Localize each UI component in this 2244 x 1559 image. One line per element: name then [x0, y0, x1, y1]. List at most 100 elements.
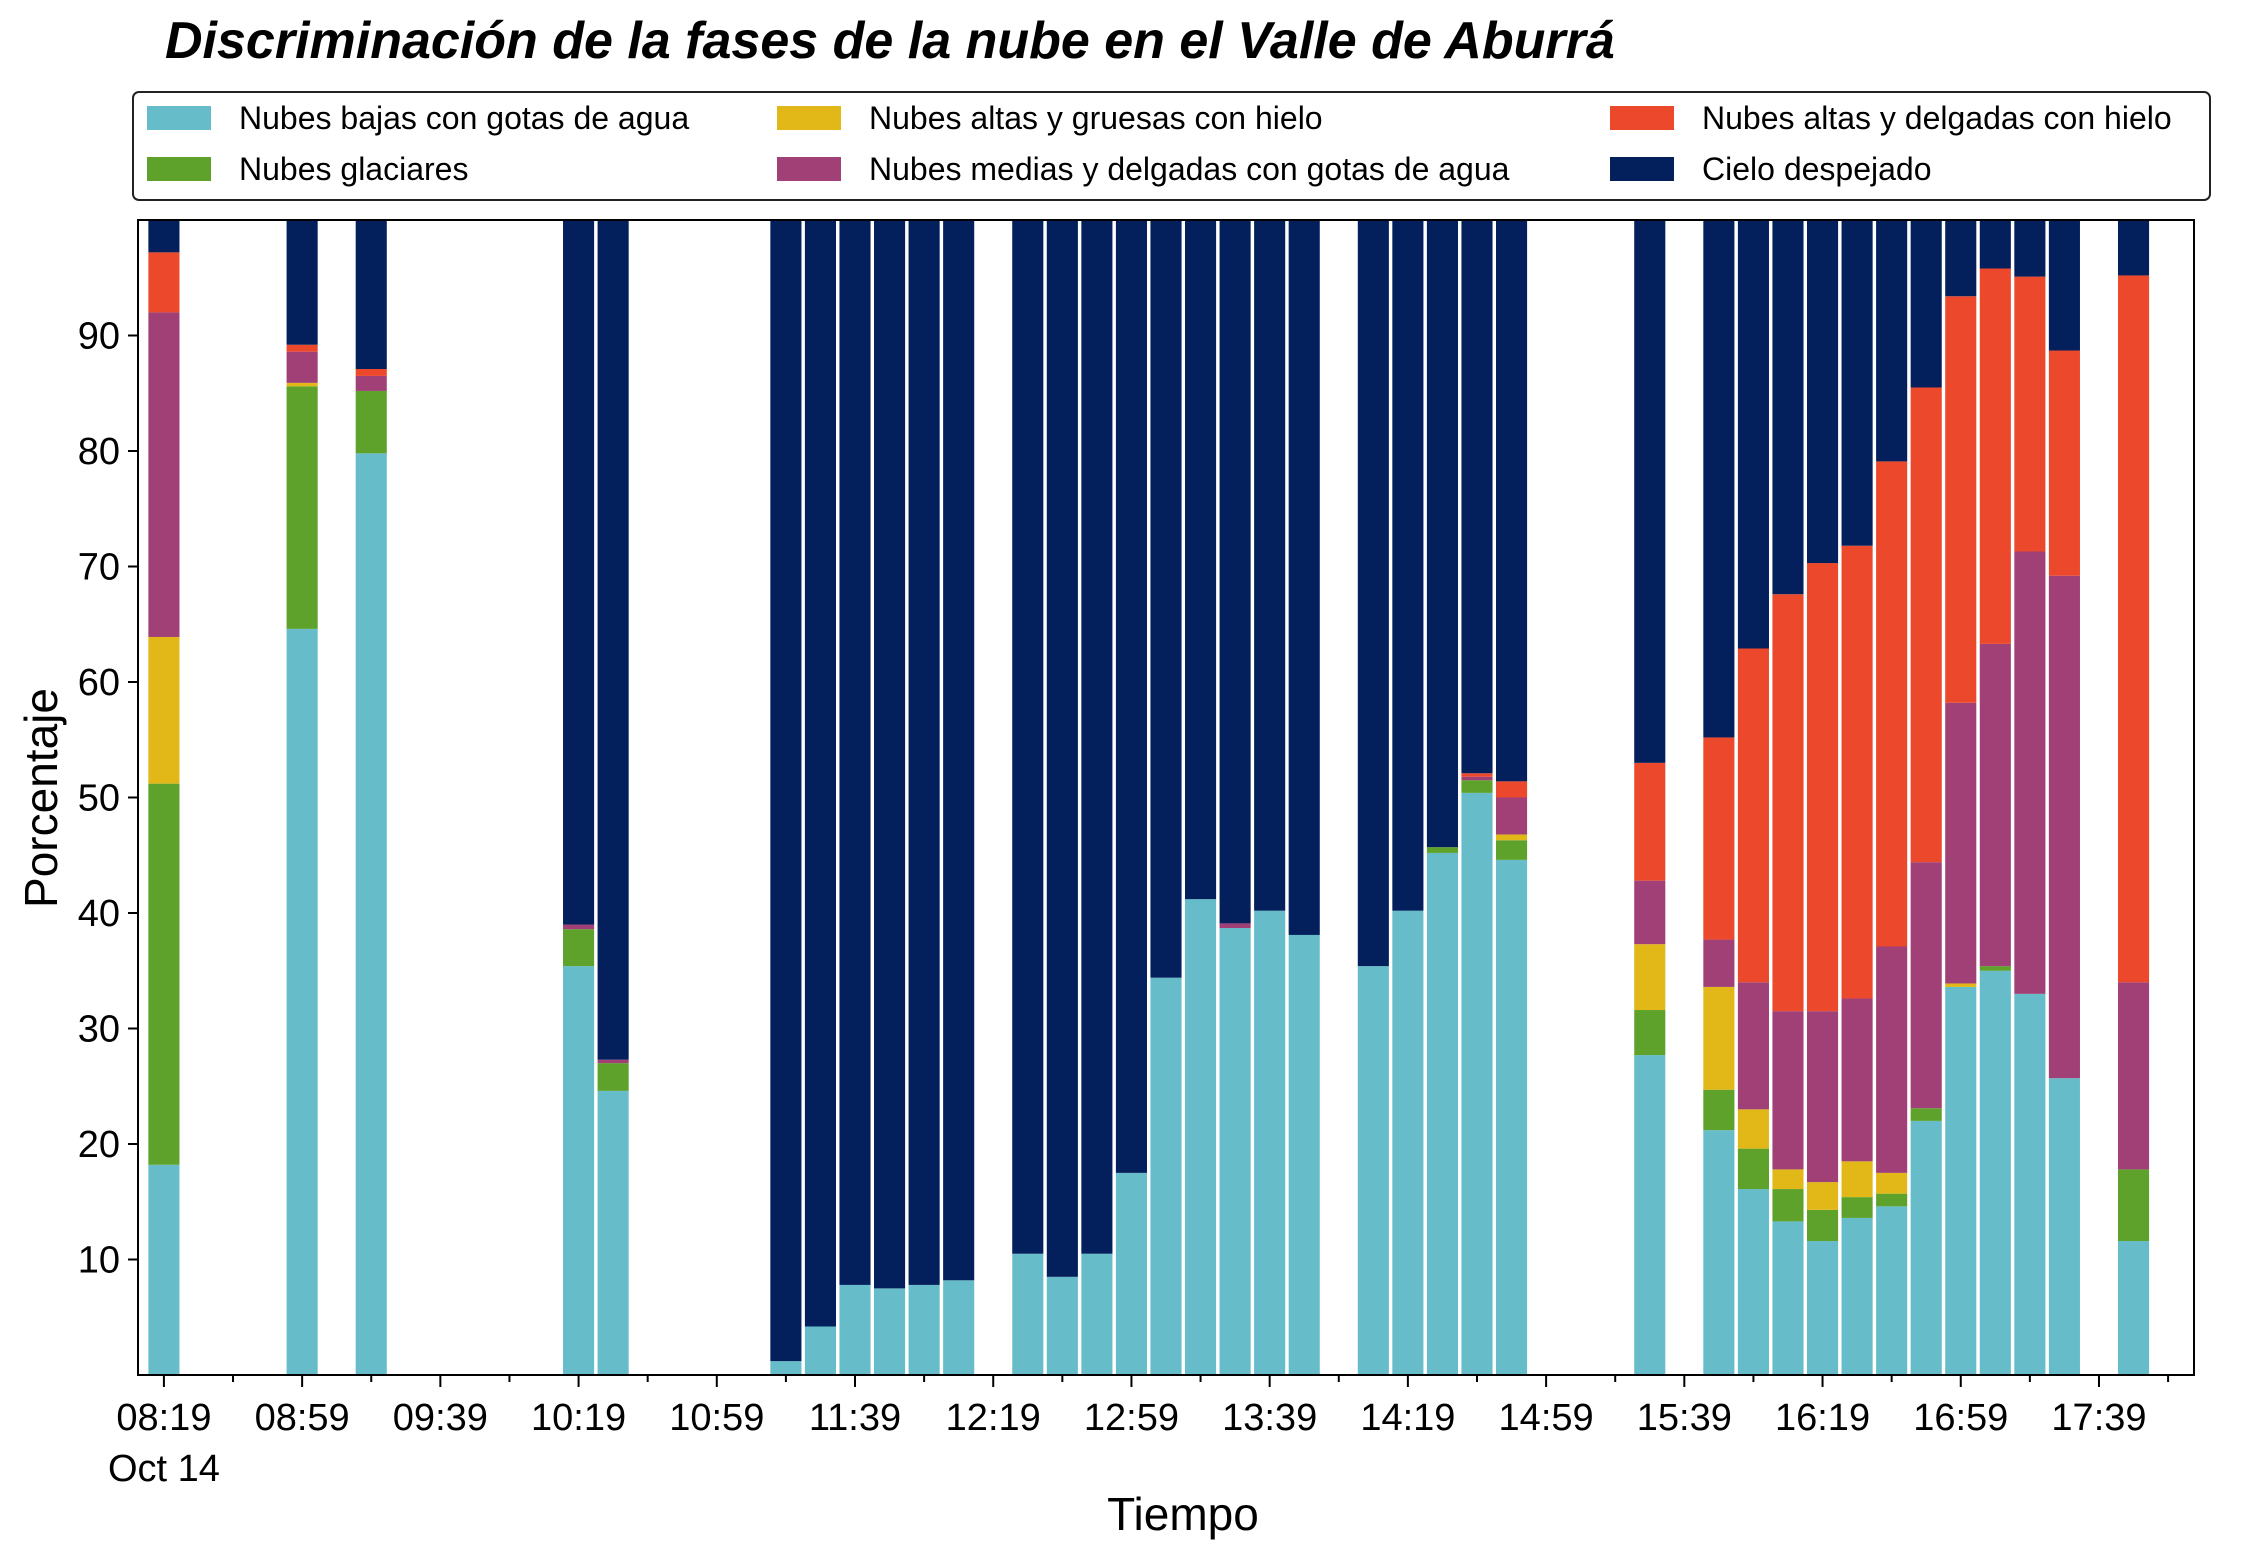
bar-segment-2-43	[1634, 944, 1666, 1011]
legend-label: Nubes altas y gruesas con hielo	[869, 100, 1323, 136]
bar-segment-5-43	[1634, 220, 1666, 763]
bar-segment-3-52	[1945, 702, 1977, 984]
bar-segment-0-31	[1219, 928, 1251, 1375]
bar-segment-0-46	[1737, 1189, 1769, 1375]
bar-segment-5-38	[1461, 220, 1493, 774]
x-tick-label: 16:59	[1913, 1397, 2008, 1439]
bar-segment-1-50	[1876, 1193, 1908, 1207]
bar-segment-0-19	[804, 1326, 836, 1375]
legend-label: Nubes bajas con gotas de agua	[239, 100, 689, 136]
x-tick-label: 10:59	[669, 1397, 764, 1439]
bar-segment-5-50	[1876, 220, 1908, 462]
bar-segment-0-30	[1185, 899, 1217, 1375]
bar-segment-1-37	[1426, 847, 1458, 853]
legend: Nubes bajas con gotas de agua Nubes glaci…	[132, 91, 2211, 201]
bar-segment-3-31	[1219, 923, 1251, 929]
y-tick-label: 80	[78, 431, 120, 473]
y-tick-label: 70	[78, 547, 120, 589]
bar-segment-0-45	[1703, 1130, 1735, 1375]
legend-label: Cielo despejado	[1702, 151, 1932, 187]
legend-swatch	[777, 157, 841, 181]
bar-segment-3-46	[1737, 982, 1769, 1110]
bar-segment-5-22	[908, 220, 940, 1285]
bar-segment-5-23	[943, 220, 975, 1281]
bar-segment-5-54	[2014, 220, 2046, 277]
bar-segment-0-37	[1426, 852, 1458, 1375]
bar-segment-5-20	[839, 220, 871, 1285]
bar-segment-0-47	[1772, 1221, 1804, 1375]
bar-segment-5-39	[1496, 220, 1528, 782]
bar-segment-5-30	[1185, 220, 1217, 900]
bar-segment-5-13	[597, 220, 629, 1060]
bar-segment-5-36	[1392, 220, 1424, 911]
bar-segment-1-39	[1496, 840, 1528, 860]
x-tick-label: 15:39	[1637, 1397, 1732, 1439]
bar-segment-1-48	[1806, 1209, 1839, 1242]
x-tick-label: 10:19	[531, 1397, 626, 1439]
bar-segment-1-57	[2117, 1169, 2150, 1242]
bar-segment-0-53	[1979, 970, 2011, 1375]
bar-segment-0-27	[1081, 1253, 1113, 1375]
bar-segment-4-46	[1737, 648, 1769, 983]
bar-segment-3-43	[1634, 880, 1666, 945]
bar-segment-0-29	[1150, 977, 1182, 1375]
bar-segment-0-28	[1115, 1172, 1147, 1376]
bar-segment-3-48	[1806, 1011, 1839, 1183]
x-tick-label: 12:59	[1084, 1397, 1179, 1439]
legend-label: Nubes altas y delgadas con hielo	[1702, 100, 2172, 136]
bar-segment-5-19	[804, 220, 836, 1327]
y-axis: 10 20 30 40 50 60 70 80 90	[78, 316, 138, 1282]
bar-segment-0-18	[770, 1361, 802, 1375]
bar-segment-4-52	[1945, 296, 1977, 703]
bar-segment-0-49	[1841, 1217, 1873, 1375]
bar-segment-3-0	[148, 312, 180, 637]
bar-segment-0-20	[839, 1284, 871, 1375]
bar-segment-3-45	[1703, 939, 1735, 987]
bar-segment-5-55	[2048, 220, 2080, 351]
bar-segment-2-4	[286, 382, 318, 387]
bar-segment-5-4	[286, 220, 318, 345]
x-tick-label: 08:19	[116, 1397, 211, 1439]
bar-segment-4-54	[2014, 276, 2046, 552]
bar-segment-4-51	[1910, 387, 1942, 863]
bar-segment-4-49	[1841, 545, 1873, 999]
x-date-label: Oct 14	[108, 1448, 220, 1490]
bar-segment-0-23	[943, 1280, 975, 1375]
bar-segment-0-52	[1945, 986, 1977, 1375]
bar-segment-2-49	[1841, 1161, 1873, 1198]
bar-segment-5-27	[1081, 220, 1113, 1254]
bar-segment-3-57	[2117, 982, 2150, 1170]
bar-segment-5-45	[1703, 220, 1735, 738]
bar-segment-0-25	[1012, 1253, 1044, 1375]
bar-segment-3-53	[1979, 643, 2011, 967]
y-tick-label: 60	[78, 662, 120, 704]
bar-segment-3-50	[1876, 946, 1908, 1173]
bar-segment-1-0	[148, 783, 180, 1165]
plot-area: 10 20 30 40 50 60 70 80 90 08:19 08:59 09:39 10:19 1…	[78, 219, 2195, 1490]
x-tick-label: 09:39	[393, 1397, 488, 1439]
legend-swatch	[777, 106, 841, 130]
x-axis-label: Tiempo	[1107, 1488, 1259, 1540]
legend-swatch	[147, 157, 211, 181]
bar-segment-0-6	[355, 453, 387, 1375]
bar-segment-0-12	[563, 966, 595, 1375]
bar-segment-2-48	[1806, 1182, 1839, 1210]
bar-segment-0-22	[908, 1284, 940, 1375]
bar-segment-3-39	[1496, 797, 1528, 835]
bar-segment-3-4	[286, 351, 318, 383]
x-tick-label: 11:39	[809, 1397, 901, 1439]
bar-segment-1-47	[1772, 1189, 1804, 1222]
y-tick-label: 50	[78, 778, 120, 820]
bar-segment-5-31	[1219, 220, 1251, 924]
bar-segment-4-4	[286, 344, 318, 352]
bar-segment-0-4	[286, 628, 318, 1375]
bar-segment-0-39	[1496, 859, 1528, 1375]
bar-segment-1-43	[1634, 1010, 1666, 1056]
bar-segment-0-36	[1392, 910, 1424, 1375]
bar-segment-4-6	[355, 369, 387, 376]
bar-segment-3-54	[2014, 551, 2046, 994]
x-tick-label: 17:39	[2051, 1397, 2146, 1439]
bar-segment-5-29	[1150, 220, 1182, 978]
bars	[148, 220, 2150, 1376]
bar-segment-5-18	[770, 220, 802, 1362]
